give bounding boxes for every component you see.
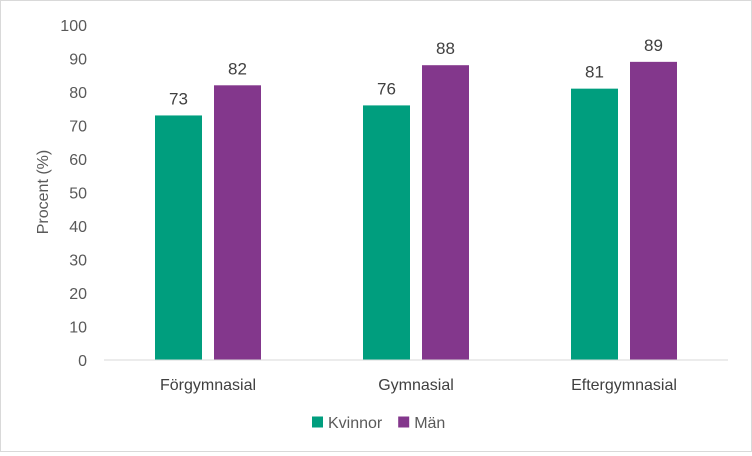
y-tick-label: 40 <box>69 219 87 236</box>
y-tick-label: 0 <box>78 353 87 370</box>
bar-kvinnor-0 <box>155 115 202 360</box>
data-label: 89 <box>644 36 663 55</box>
data-label: 82 <box>228 59 247 78</box>
y-axis-title: Procent (%) <box>35 150 52 234</box>
category-label: Eftergymnasial <box>571 377 677 394</box>
y-tick-label: 70 <box>69 119 87 136</box>
data-label: 81 <box>585 63 604 82</box>
bar-kvinnor-1 <box>363 105 410 361</box>
data-label: 76 <box>377 79 396 98</box>
y-tick-label: 10 <box>69 320 87 337</box>
y-tick-label: 30 <box>69 253 87 270</box>
legend-swatch <box>312 416 323 428</box>
data-label: 73 <box>169 89 188 108</box>
bar-m-n-2 <box>630 61 677 360</box>
category-label: Gymnasial <box>378 377 454 394</box>
bar-m-n-0 <box>214 85 261 361</box>
y-tick-label: 100 <box>60 18 87 35</box>
y-tick-label: 50 <box>69 186 87 203</box>
y-tick-label: 20 <box>69 286 87 303</box>
data-label: 88 <box>436 39 455 58</box>
category-label: Förgymnasial <box>160 377 256 394</box>
y-tick-label: 80 <box>69 85 87 102</box>
bar-m-n-1 <box>422 65 469 360</box>
legend-swatch <box>398 416 410 428</box>
bar-kvinnor-2 <box>571 88 618 361</box>
y-tick-label: 90 <box>69 52 87 69</box>
legend-label: Män <box>414 415 445 432</box>
y-tick-label: 60 <box>69 152 87 169</box>
legend-label: Kvinnor <box>328 415 383 432</box>
